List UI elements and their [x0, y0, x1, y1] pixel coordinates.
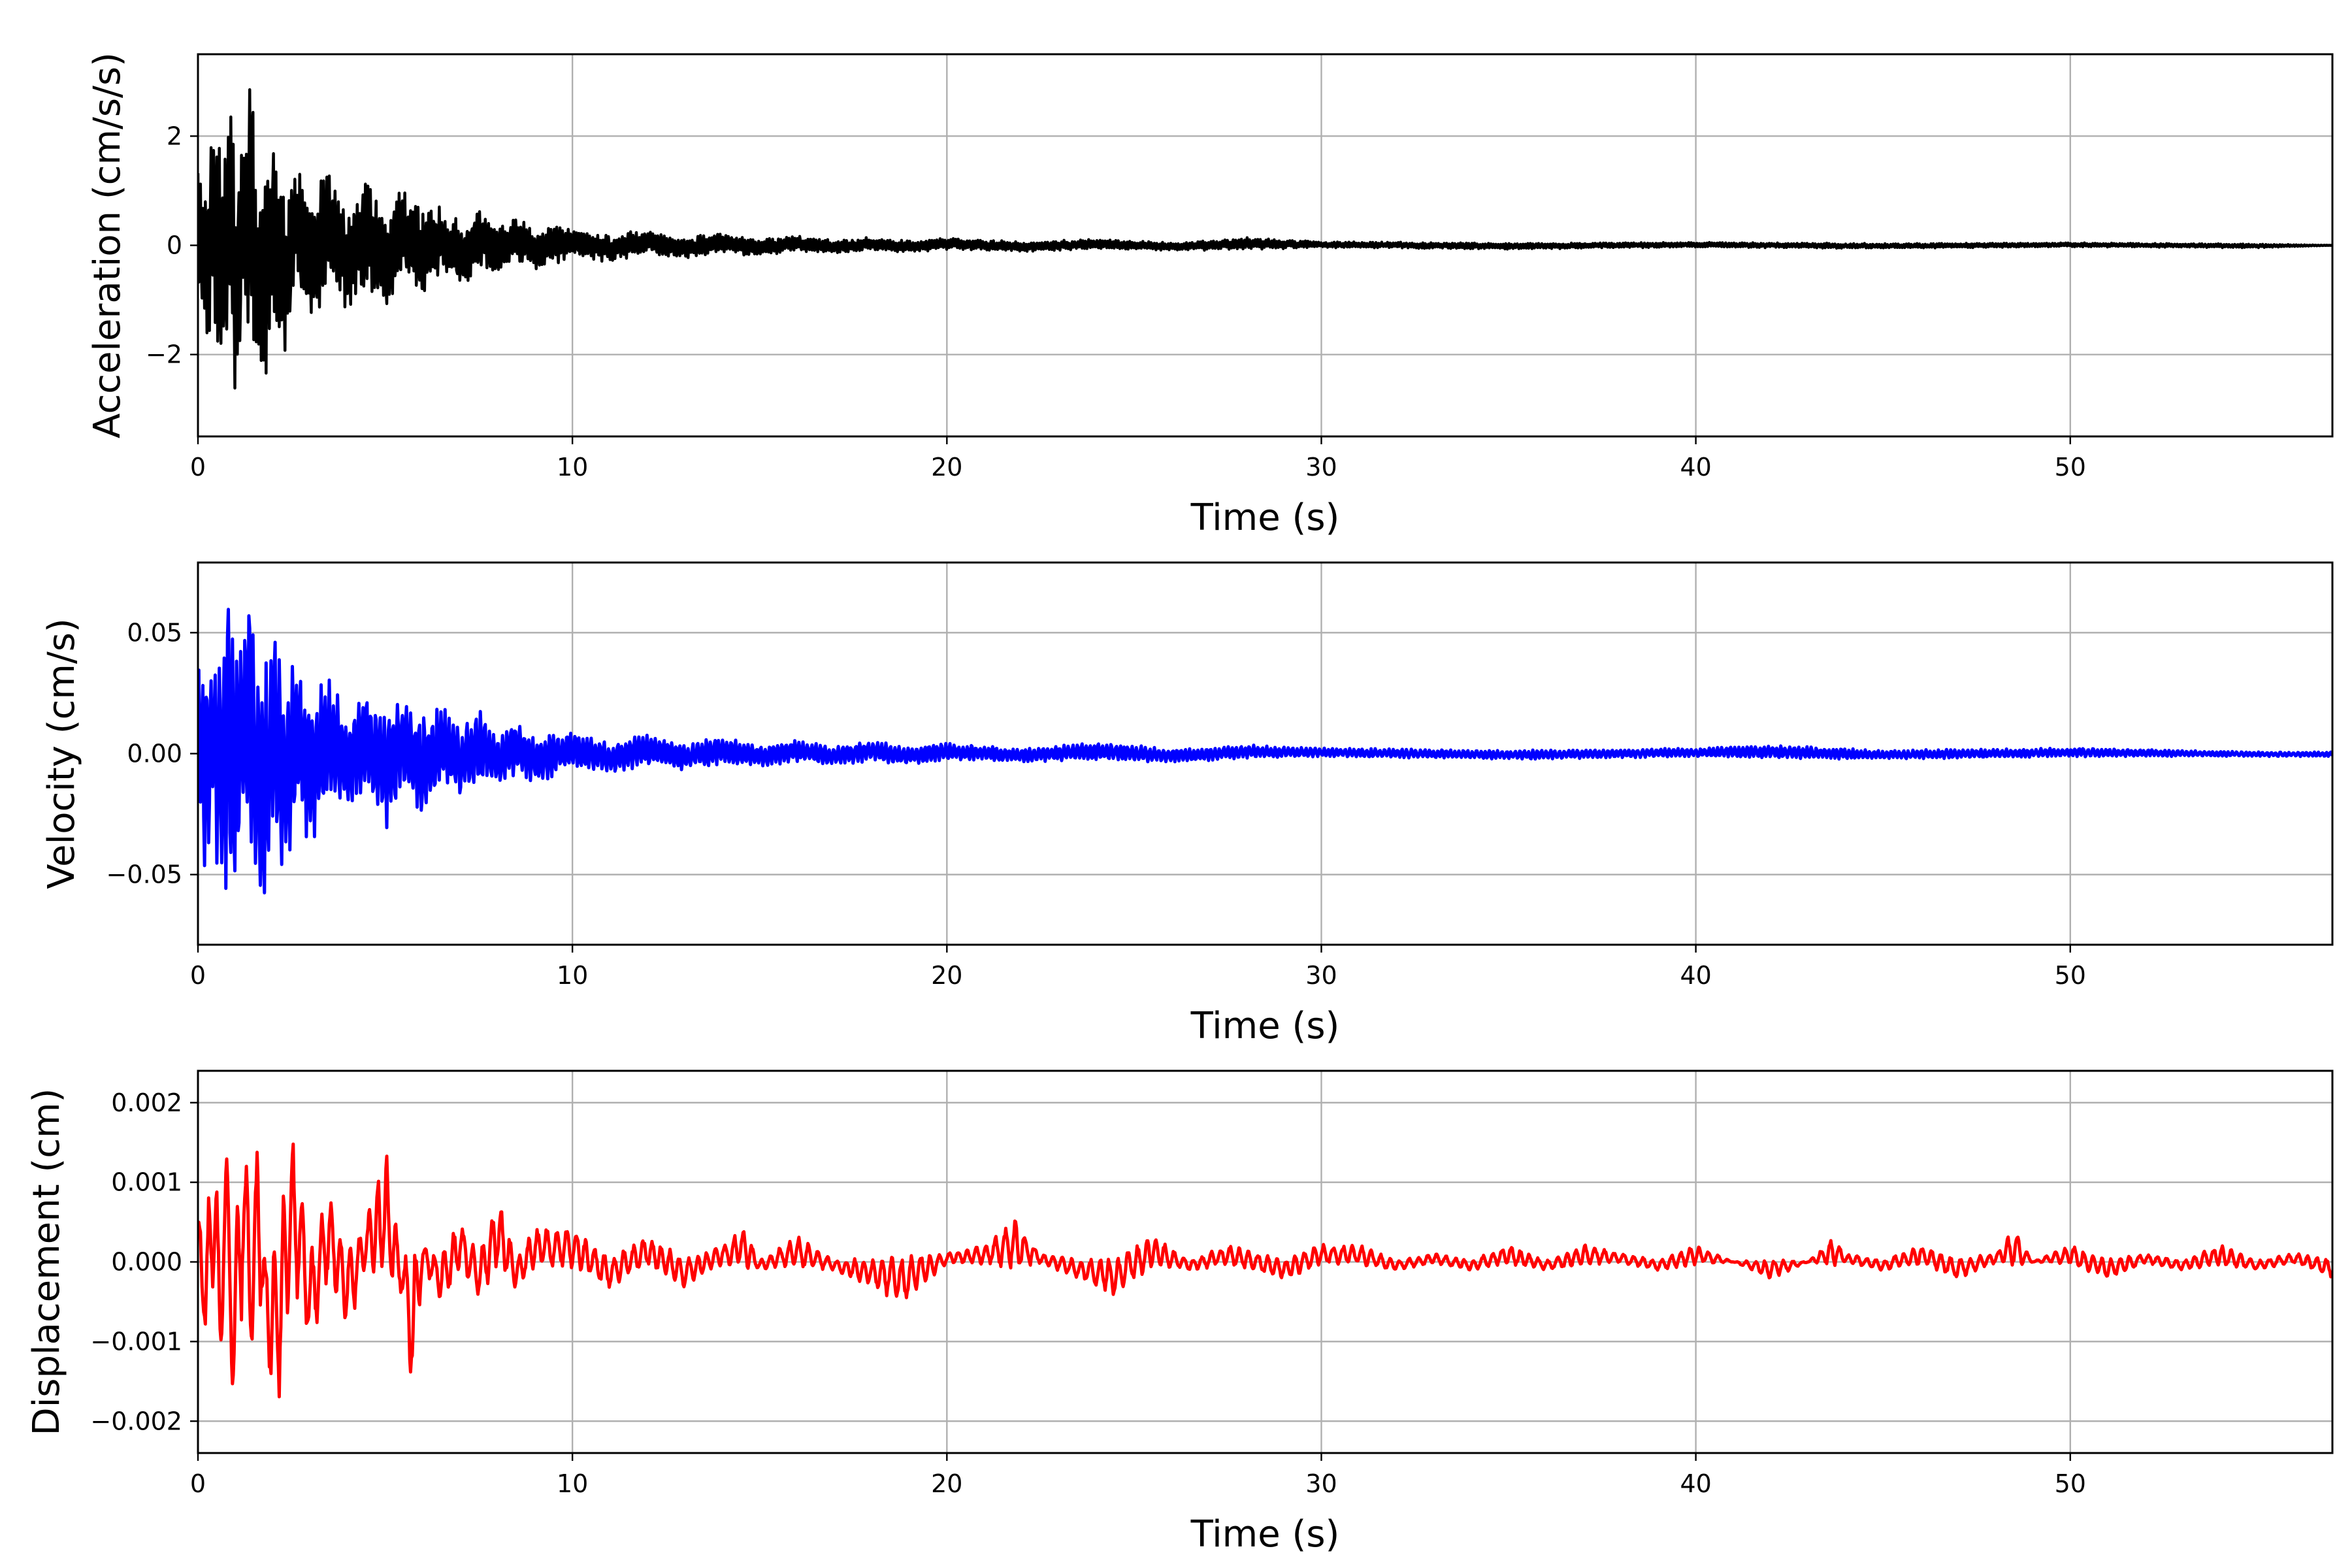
displacement-y-tick-label: 0.002: [111, 1088, 182, 1117]
acceleration-x-axis-label: Time (s): [1190, 497, 1340, 539]
acceleration-series-line: [198, 88, 2332, 390]
velocity-series-line: [198, 608, 2332, 894]
velocity-y-tick-label: 0.05: [127, 618, 182, 647]
displacement-series-line: [198, 1142, 2332, 1399]
velocity-y-axis-label: Velocity (cm/s): [41, 618, 83, 889]
acceleration-x-tick-label: 10: [557, 453, 588, 482]
displacement-y-tick-label: −0.002: [90, 1407, 182, 1435]
displacement-x-axis-label: Time (s): [1190, 1513, 1340, 1556]
velocity-x-tick-label: 50: [2055, 961, 2086, 990]
acceleration-y-tick-label: 2: [167, 122, 182, 150]
acceleration-panel: 0 10 20 30 40 50 −2 0 2 Time (s) Acceleration (cm/…: [86, 52, 2334, 539]
velocity-x-tick-label: 30: [1305, 961, 1337, 990]
velocity-panel: 0 10 20 30 40 50 −0.05 0.00 0.05 Time (s) Velocity…: [41, 561, 2334, 1047]
displacement-y-axis-label: Displacement (cm): [25, 1088, 68, 1436]
displacement-y-tick-label: −0.001: [90, 1327, 182, 1356]
velocity-y-tick-label: 0.00: [127, 740, 182, 768]
acceleration-x-tick-label: 50: [2055, 453, 2086, 482]
displacement-x-tick-label: 30: [1305, 1469, 1337, 1498]
displacement-x-tick-label: 20: [931, 1469, 962, 1498]
acceleration-y-tick-label: 0: [167, 231, 182, 260]
displacement-y-tick-label: 0.000: [111, 1248, 182, 1277]
displacement-panel: 0 10 20 30 40 50 −0.002 −0.001 0.000 0.001 0.002 Ti…: [25, 1070, 2334, 1556]
displacement-x-tick-label: 10: [557, 1469, 588, 1498]
velocity-y-tick-label: −0.05: [106, 860, 182, 889]
velocity-x-tick-label: 10: [557, 961, 588, 990]
acceleration-x-tick-label: 0: [190, 453, 206, 482]
acceleration-y-tick-label: −2: [146, 340, 182, 369]
velocity-x-tick-label: 20: [931, 961, 962, 990]
acceleration-x-tick-label: 30: [1305, 453, 1337, 482]
displacement-x-tick-label: 0: [190, 1469, 206, 1498]
velocity-x-axis-label: Time (s): [1190, 1005, 1340, 1047]
displacement-x-tick-label: 40: [1680, 1469, 1711, 1498]
velocity-x-tick-label: 0: [190, 961, 206, 990]
acceleration-x-tick-label: 40: [1680, 453, 1711, 482]
acceleration-x-tick-label: 20: [931, 453, 962, 482]
acceleration-y-axis-label: Acceleration (cm/s/s): [86, 52, 129, 438]
displacement-x-tick-label: 50: [2055, 1469, 2086, 1498]
displacement-y-tick-label: 0.001: [111, 1168, 182, 1197]
velocity-x-tick-label: 40: [1680, 961, 1711, 990]
